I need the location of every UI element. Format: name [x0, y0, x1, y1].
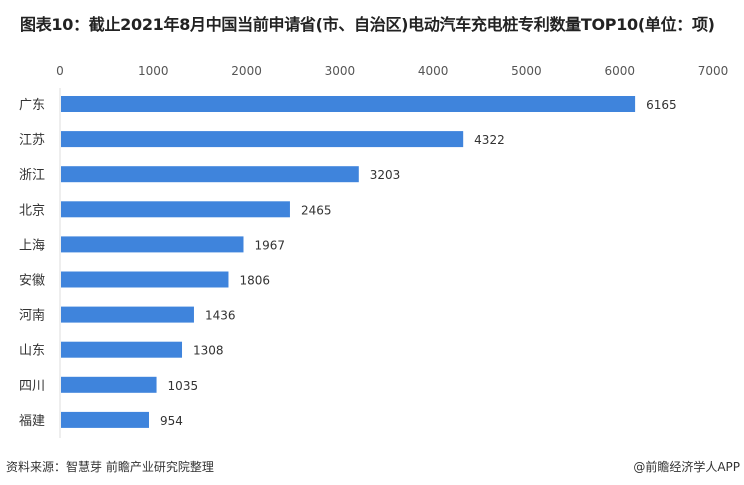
data-label: 1806	[239, 274, 270, 288]
category-label: 江苏	[19, 132, 45, 148]
brand-credit: @前瞻经济学人APP	[633, 460, 740, 474]
data-label: 4322	[474, 133, 505, 147]
category-label: 福建	[19, 414, 45, 429]
data-label: 3203	[370, 168, 401, 182]
bar	[61, 201, 290, 218]
x-tick-label: 4000	[418, 64, 449, 78]
category-label: 安徽	[19, 274, 45, 289]
bar	[61, 236, 244, 253]
x-tick-label: 3000	[325, 64, 356, 78]
category-label: 四川	[19, 379, 45, 394]
x-tick-label: 2000	[231, 64, 262, 78]
data-label: 1308	[193, 344, 224, 358]
data-label: 1035	[168, 379, 199, 393]
category-label: 河南	[19, 308, 45, 324]
source-note: 资料来源：智慧芽 前瞻产业研究院整理	[6, 460, 214, 474]
category-label: 上海	[19, 238, 45, 253]
category-label: 广东	[19, 98, 45, 113]
bar	[61, 411, 149, 428]
data-label: 6165	[646, 98, 677, 112]
category-label: 山东	[19, 344, 45, 359]
x-tick-label: 6000	[604, 64, 635, 78]
x-tick-label: 7000	[698, 64, 729, 78]
chart-title: 图表10：截止2021年8月中国当前申请省(市、自治区)电动汽车充电桩专利数量T…	[20, 15, 715, 34]
x-tick-label: 5000	[511, 64, 542, 78]
data-label: 1967	[254, 238, 285, 252]
data-label: 2465	[301, 203, 332, 217]
data-label: 1436	[205, 309, 236, 323]
bar	[61, 306, 194, 323]
bar	[61, 271, 229, 288]
x-tick-label: 0	[56, 64, 64, 78]
bar	[61, 96, 636, 112]
bar	[61, 131, 464, 148]
category-label: 浙江	[19, 168, 45, 183]
category-label: 北京	[19, 203, 45, 218]
bar	[61, 341, 183, 358]
x-tick-label: 1000	[138, 64, 169, 78]
bar	[61, 376, 157, 393]
bar	[61, 166, 359, 183]
data-label: 954	[160, 414, 183, 428]
